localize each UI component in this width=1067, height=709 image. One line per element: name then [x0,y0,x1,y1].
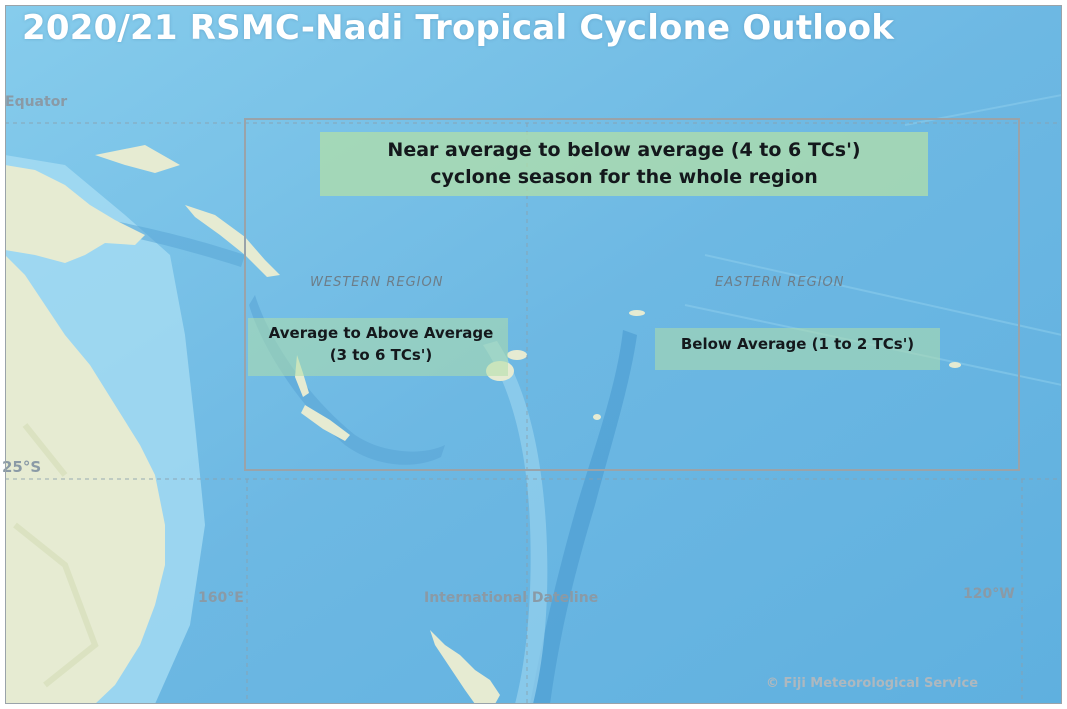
western-region-highlight [248,318,508,376]
western-region-label: WESTERN REGION [310,275,444,290]
new-caledonia [301,405,350,441]
whole-region-line2: cyclone season for the whole region [430,166,818,188]
eastern-region-highlight [655,328,940,370]
fiji-ridge [483,341,548,704]
australia-relief [13,423,99,688]
whole-region-line1: Near average to below average (4 to 6 TC… [387,139,861,161]
western-region-line2: (3 to 6 TCs') [329,346,433,364]
equator-label: Equator [5,94,68,110]
tonga [593,414,601,420]
western-region-line1: Average to Above Average [268,324,494,342]
solomon-islands [185,205,280,277]
french-polynesia [949,362,961,368]
graticule-lines [5,122,1062,704]
dateline-label: International Dateline [424,590,599,606]
longitude-160e-label: 160°E [198,590,244,606]
western-region-outlook: Average to Above Average (3 to 6 TCs') [252,322,510,366]
bismarck-islands [95,145,180,173]
eastern-region-outlook: Below Average (1 to 2 TCs') [680,335,915,353]
latitude-25s-label: 25°S [2,458,42,476]
copyright-notice: © Fiji Meteorological Service [766,676,979,691]
samoa [629,310,645,316]
eastern-region-label: EASTERN REGION [715,275,845,290]
whole-region-outlook: Near average to below average (4 to 6 TC… [320,137,928,191]
map-title: 2020/21 RSMC-Nadi Tropical Cyclone Outlo… [22,8,895,48]
tonga-kermadec-trench [530,330,637,704]
rsmc-region-box [244,118,1020,471]
longitude-120w-label: 120°W [963,586,1015,602]
fiji-vanua-levu [507,350,527,360]
new-guinea-land [5,165,145,263]
whole-region-banner [320,132,928,196]
new-zealand-north-island [430,630,500,704]
new-hebrides-trench [249,295,445,465]
